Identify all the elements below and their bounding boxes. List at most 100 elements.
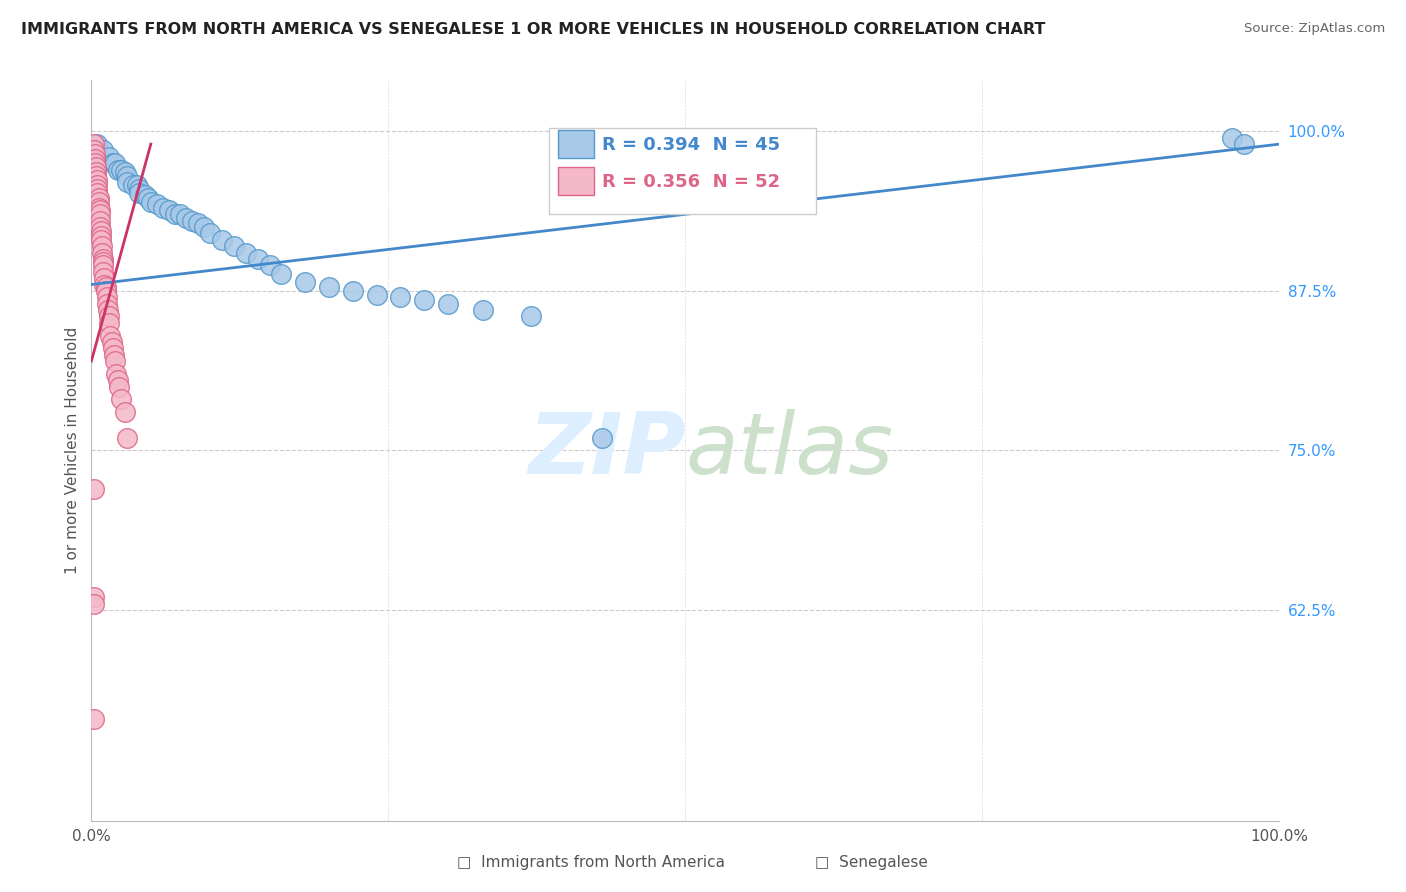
Point	[107, 162, 129, 177]
Point	[90, 233, 112, 247]
Text: IMMIGRANTS FROM NORTH AMERICA VS SENEGALESE 1 OR MORE VEHICLES IN HOUSEHOLD CORR: IMMIGRANTS FROM NORTH AMERICA VS SENEGAL…	[21, 22, 1046, 37]
Point	[125, 178, 148, 192]
Point	[83, 591, 105, 605]
Point	[181, 213, 204, 227]
Point	[176, 211, 198, 226]
Point	[104, 156, 127, 170]
Point	[103, 348, 125, 362]
Point	[1220, 130, 1243, 145]
Text: ZIP: ZIP	[527, 409, 685, 492]
Y-axis label: 1 or more Vehicles in Household: 1 or more Vehicles in Household	[65, 326, 80, 574]
Point	[318, 280, 340, 294]
Text: □  Senegalese: □ Senegalese	[815, 855, 928, 870]
Point	[110, 162, 132, 177]
Point	[98, 150, 121, 164]
Point	[193, 220, 215, 235]
Point	[94, 280, 117, 294]
Point	[270, 268, 292, 282]
Point	[235, 245, 257, 260]
Point	[128, 182, 150, 196]
Point	[89, 207, 111, 221]
Point	[211, 233, 233, 247]
Point	[115, 431, 138, 445]
Point	[83, 144, 105, 158]
Point	[96, 290, 118, 304]
Point	[110, 392, 132, 407]
Point	[96, 296, 118, 310]
Bar	[548, 128, 815, 213]
Text: □  Immigrants from North America: □ Immigrants from North America	[457, 855, 724, 870]
Point	[520, 310, 543, 324]
Point	[105, 367, 128, 381]
Point	[87, 191, 110, 205]
Text: Source: ZipAtlas.com: Source: ZipAtlas.com	[1244, 22, 1385, 36]
Point	[101, 156, 124, 170]
Point	[90, 224, 112, 238]
Point	[90, 229, 112, 244]
Point	[139, 194, 162, 209]
Point	[114, 405, 136, 419]
Point	[91, 254, 114, 268]
Text: atlas: atlas	[685, 409, 893, 492]
Point	[114, 165, 136, 179]
Point	[366, 287, 388, 301]
Point	[98, 316, 121, 330]
Point	[91, 259, 114, 273]
Point	[86, 182, 108, 196]
Point	[83, 712, 105, 726]
Point	[342, 284, 364, 298]
Point	[100, 328, 122, 343]
Point	[86, 186, 108, 200]
Point	[98, 310, 121, 324]
Point	[89, 213, 111, 227]
Point	[91, 252, 114, 266]
Point	[89, 203, 111, 218]
Point	[91, 265, 114, 279]
Point	[86, 173, 108, 187]
Point	[83, 137, 105, 152]
Point	[128, 186, 150, 200]
Text: R = 0.394  N = 45: R = 0.394 N = 45	[602, 136, 780, 153]
Point	[84, 165, 107, 179]
Point	[93, 277, 115, 292]
Point	[138, 191, 160, 205]
Text: R = 0.356  N = 52: R = 0.356 N = 52	[602, 173, 780, 191]
Point	[107, 379, 129, 393]
Point	[591, 431, 613, 445]
Point	[97, 303, 120, 318]
Point	[294, 275, 316, 289]
Point	[91, 239, 114, 253]
Point	[122, 178, 145, 192]
Point	[107, 373, 129, 387]
Point	[100, 334, 122, 349]
Point	[87, 201, 110, 215]
Point	[91, 245, 114, 260]
Point	[101, 342, 124, 356]
Point	[91, 144, 114, 158]
Bar	[558, 130, 593, 158]
Point	[472, 303, 495, 318]
Point	[1233, 137, 1256, 152]
Point	[86, 178, 108, 192]
Bar	[558, 167, 593, 195]
Point	[84, 147, 107, 161]
Point	[86, 137, 108, 152]
Point	[115, 169, 138, 183]
Point	[169, 207, 191, 221]
Point	[222, 239, 245, 253]
Point	[152, 201, 174, 215]
Point	[84, 160, 107, 174]
Point	[246, 252, 269, 266]
Point	[163, 207, 186, 221]
Point	[200, 227, 222, 241]
Point	[83, 597, 105, 611]
Point	[413, 293, 436, 307]
Point	[84, 153, 107, 167]
Point	[89, 220, 111, 235]
Point	[187, 216, 209, 230]
Point	[87, 194, 110, 209]
Point	[115, 175, 138, 189]
Point	[93, 271, 115, 285]
Point	[104, 354, 127, 368]
Point	[436, 296, 458, 310]
